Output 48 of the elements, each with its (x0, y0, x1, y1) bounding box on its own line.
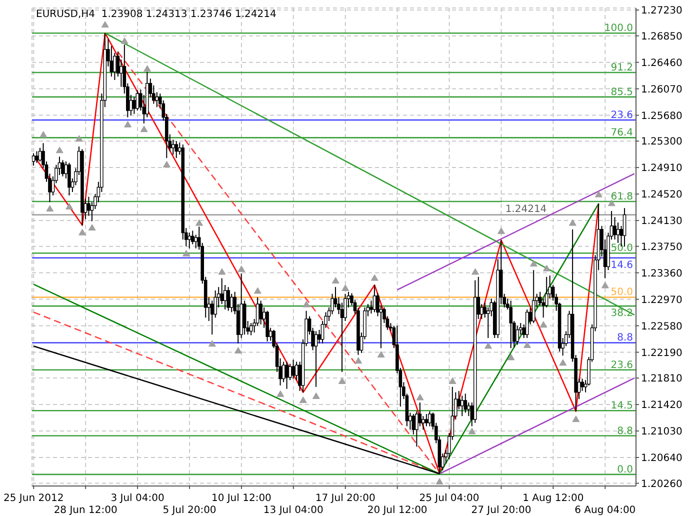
y-tick-label: 1.21420 (641, 400, 682, 412)
x-tick-label: 10 Jul 12:00 (211, 493, 272, 504)
y-tick-label: 1.24130 (641, 216, 682, 228)
annotation: 8.8 (617, 332, 633, 344)
x-tick-label: 13 Jul 04:00 (263, 505, 324, 516)
annotation: 14.6 (610, 260, 633, 271)
y-tick-label: 1.23360 (641, 268, 682, 280)
annotation: 76.4 (610, 128, 633, 139)
x-tick-label: 3 Jul 04:00 (110, 493, 164, 504)
annotation: 23.6 (610, 360, 633, 371)
y-tick-label: 1.21030 (641, 426, 682, 438)
x-tick-label: 27 Jul 20:00 (471, 505, 532, 516)
y-tick-label: 1.22970 (641, 294, 682, 306)
x-tick-label: 1 Aug 12:00 (522, 493, 584, 504)
annotation: 50.0 (610, 287, 633, 298)
y-tick-label: 1.25680 (641, 110, 682, 122)
y-tick-label: 1.20260 (641, 478, 682, 490)
y-tick-label: 1.22580 (641, 321, 682, 332)
annotation: 50.0 (610, 243, 633, 254)
y-tick-label: 1.24910 (641, 163, 682, 174)
y-tick-label: 1.21810 (641, 374, 682, 385)
annotation: 61.8 (610, 192, 633, 203)
annotation: 91.2 (610, 62, 633, 74)
annotation: 85.5 (610, 86, 633, 98)
annotation: 8.8 (617, 426, 633, 437)
y-tick-label: 1.27230 (641, 6, 682, 17)
y-tick-label: 1.20640 (641, 453, 682, 464)
annotation: 23.6 (610, 110, 633, 122)
ref-line-label: 1.24214 (505, 204, 547, 215)
x-tick-label: 17 Jul 20:00 (315, 493, 376, 504)
y-tick-label: 1.26460 (641, 58, 682, 69)
x-tick-label: 25 Jul 04:00 (419, 493, 480, 504)
annotation: 14.5 (610, 400, 633, 412)
x-tick-label: 6 Aug 04:00 (574, 505, 636, 516)
y-tick-label: 1.23750 (641, 242, 682, 253)
chart-title: EURUSD,H4 1.23908 1.24313 1.23746 1.24214 (36, 9, 276, 20)
x-tick-label: 25 Jun 2012 (4, 493, 64, 504)
x-tick-label: 5 Jul 20:00 (162, 505, 216, 516)
annotation: 0.0 (617, 464, 633, 476)
annotation: 100.0 (604, 23, 633, 34)
y-tick-label: 1.26850 (641, 31, 682, 42)
y-tick-label: 1.22190 (641, 348, 682, 359)
y-tick-label: 1.24520 (641, 190, 682, 201)
x-tick-label: 20 Jul 12:00 (367, 505, 428, 516)
y-tick-label: 1.25300 (641, 136, 682, 148)
y-tick-label: 1.26070 (641, 84, 682, 96)
x-tick-label: 28 Jun 12:00 (54, 505, 118, 516)
annotation: 38.2 (610, 308, 633, 320)
